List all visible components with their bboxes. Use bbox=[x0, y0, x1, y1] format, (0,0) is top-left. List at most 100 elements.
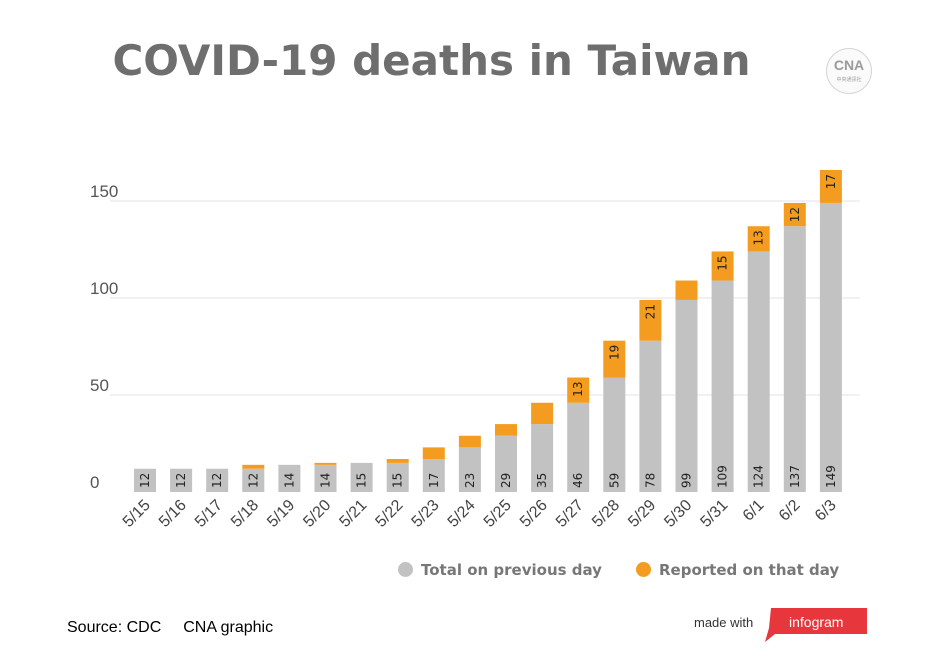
x-tick-label: 6/1 bbox=[740, 497, 768, 525]
x-tick-label: 5/26 bbox=[517, 497, 551, 531]
bar-label-previous: 12 bbox=[246, 473, 260, 488]
x-tick-label: 5/24 bbox=[445, 497, 479, 531]
x-tick-label: 5/16 bbox=[156, 497, 190, 531]
cna-logo: CNA 中央通訊社 bbox=[826, 48, 872, 94]
credit-text: CNA graphic bbox=[183, 619, 274, 636]
x-tick-label: 5/29 bbox=[625, 497, 659, 531]
x-tick-label: 5/20 bbox=[300, 497, 334, 531]
bar-previous bbox=[639, 340, 662, 492]
bar-previous bbox=[422, 459, 445, 492]
bar-reported bbox=[675, 280, 698, 300]
x-tick-label: 5/25 bbox=[481, 497, 515, 531]
legend-swatch-previous bbox=[398, 562, 413, 577]
bar-label-previous: 15 bbox=[391, 473, 405, 488]
bar-label-previous: 99 bbox=[680, 473, 694, 488]
bar-reported bbox=[747, 226, 770, 252]
logo-subtitle: 中央通訊社 bbox=[836, 77, 862, 83]
bar-reported bbox=[819, 169, 842, 203]
x-tick-label: 5/15 bbox=[120, 497, 154, 531]
bar-reported bbox=[314, 462, 337, 465]
infogram-badge[interactable]: infogram bbox=[765, 608, 867, 642]
bar-label-previous: 59 bbox=[607, 473, 621, 488]
source-text: Source: CDC bbox=[67, 619, 162, 636]
source-note: Source: CDC CNA graphic bbox=[67, 619, 273, 637]
bar-label-previous: 15 bbox=[355, 473, 369, 488]
bar-previous bbox=[567, 402, 590, 492]
bar-reported bbox=[639, 299, 662, 341]
bar-previous bbox=[819, 202, 842, 492]
logo-mark: CNA bbox=[833, 57, 865, 73]
bar-label-reported: 17 bbox=[824, 174, 838, 189]
bar-label-previous: 12 bbox=[210, 473, 224, 488]
infogram-badge-shape bbox=[765, 608, 867, 642]
bar-previous bbox=[711, 280, 734, 492]
x-tick-label: 5/30 bbox=[661, 497, 695, 531]
x-tick-label: 5/31 bbox=[697, 497, 731, 531]
bar-reported bbox=[242, 464, 265, 469]
x-tick-label: 5/21 bbox=[336, 497, 370, 531]
bar-previous bbox=[350, 462, 373, 492]
bar-reported bbox=[386, 459, 409, 463]
bar-reported bbox=[783, 202, 806, 227]
bar-label-previous: 46 bbox=[571, 473, 585, 488]
bar-label-reported: 21 bbox=[643, 304, 657, 319]
y-tick-label: 100 bbox=[90, 279, 118, 298]
bar-label-previous: 14 bbox=[282, 473, 296, 488]
bar-previous bbox=[783, 226, 806, 492]
bar-previous bbox=[458, 447, 481, 492]
infogram-label: infogram bbox=[789, 614, 844, 630]
legend-label-reported: Reported on that day bbox=[659, 561, 840, 579]
bar-reported bbox=[567, 377, 590, 403]
bar-label-reported: 19 bbox=[607, 345, 621, 360]
bar-label-previous: 124 bbox=[752, 465, 766, 488]
bar-previous bbox=[495, 435, 517, 492]
bar-label-previous: 137 bbox=[788, 465, 802, 488]
bar-previous bbox=[314, 464, 337, 492]
bar-label-reported: 15 bbox=[716, 255, 730, 270]
x-tick-label: 5/17 bbox=[192, 497, 226, 531]
chart-title: COVID-19 deaths in Taiwan bbox=[112, 36, 751, 85]
x-tick-label: 5/27 bbox=[553, 497, 587, 531]
legend-item-previous: Total on previous day bbox=[398, 561, 602, 579]
legend-item-reported: Reported on that day bbox=[636, 561, 839, 579]
bar-label-previous: 23 bbox=[463, 473, 477, 488]
bar-label-previous: 12 bbox=[138, 473, 152, 488]
bar-previous bbox=[603, 377, 626, 492]
bar-label-previous: 149 bbox=[824, 465, 838, 488]
bar-previous bbox=[531, 424, 554, 492]
bar-reported bbox=[603, 340, 626, 378]
bar-previous bbox=[242, 468, 265, 492]
bar-previous bbox=[170, 468, 193, 492]
x-tick-label: 5/28 bbox=[589, 497, 623, 531]
y-tick-label: 0 bbox=[90, 473, 99, 492]
bar-label-previous: 78 bbox=[643, 473, 657, 488]
legend-label-previous: Total on previous day bbox=[421, 561, 602, 579]
bar-label-reported: 13 bbox=[752, 230, 766, 245]
bar-label-previous: 14 bbox=[319, 473, 333, 488]
bar-label-previous: 109 bbox=[716, 465, 730, 488]
y-tick-label: 50 bbox=[90, 376, 109, 395]
x-tick-label: 5/19 bbox=[264, 497, 298, 531]
y-tick-label: 150 bbox=[90, 182, 118, 201]
bar-label-previous: 17 bbox=[427, 473, 441, 488]
x-tick-label: 5/22 bbox=[372, 497, 406, 531]
bar-previous bbox=[386, 462, 409, 492]
x-tick-label: 5/23 bbox=[409, 497, 443, 531]
bar-reported bbox=[495, 424, 517, 436]
bar-label-previous: 29 bbox=[499, 473, 513, 488]
x-tick-label: 6/3 bbox=[812, 497, 840, 525]
bar-previous bbox=[675, 299, 698, 492]
bar-label-reported: 12 bbox=[788, 207, 802, 222]
bar-reported bbox=[458, 435, 481, 448]
made-with-text: made with bbox=[694, 615, 754, 630]
legend-swatch-reported bbox=[636, 562, 651, 577]
bar-reported bbox=[711, 251, 734, 281]
bar-label-previous: 12 bbox=[174, 473, 188, 488]
bar-previous bbox=[134, 468, 156, 492]
bar-previous bbox=[747, 251, 770, 492]
bar-reported bbox=[422, 447, 445, 460]
bar-label-previous: 35 bbox=[535, 473, 549, 488]
x-tick-label: 6/2 bbox=[776, 497, 804, 525]
bar-previous bbox=[206, 468, 229, 492]
